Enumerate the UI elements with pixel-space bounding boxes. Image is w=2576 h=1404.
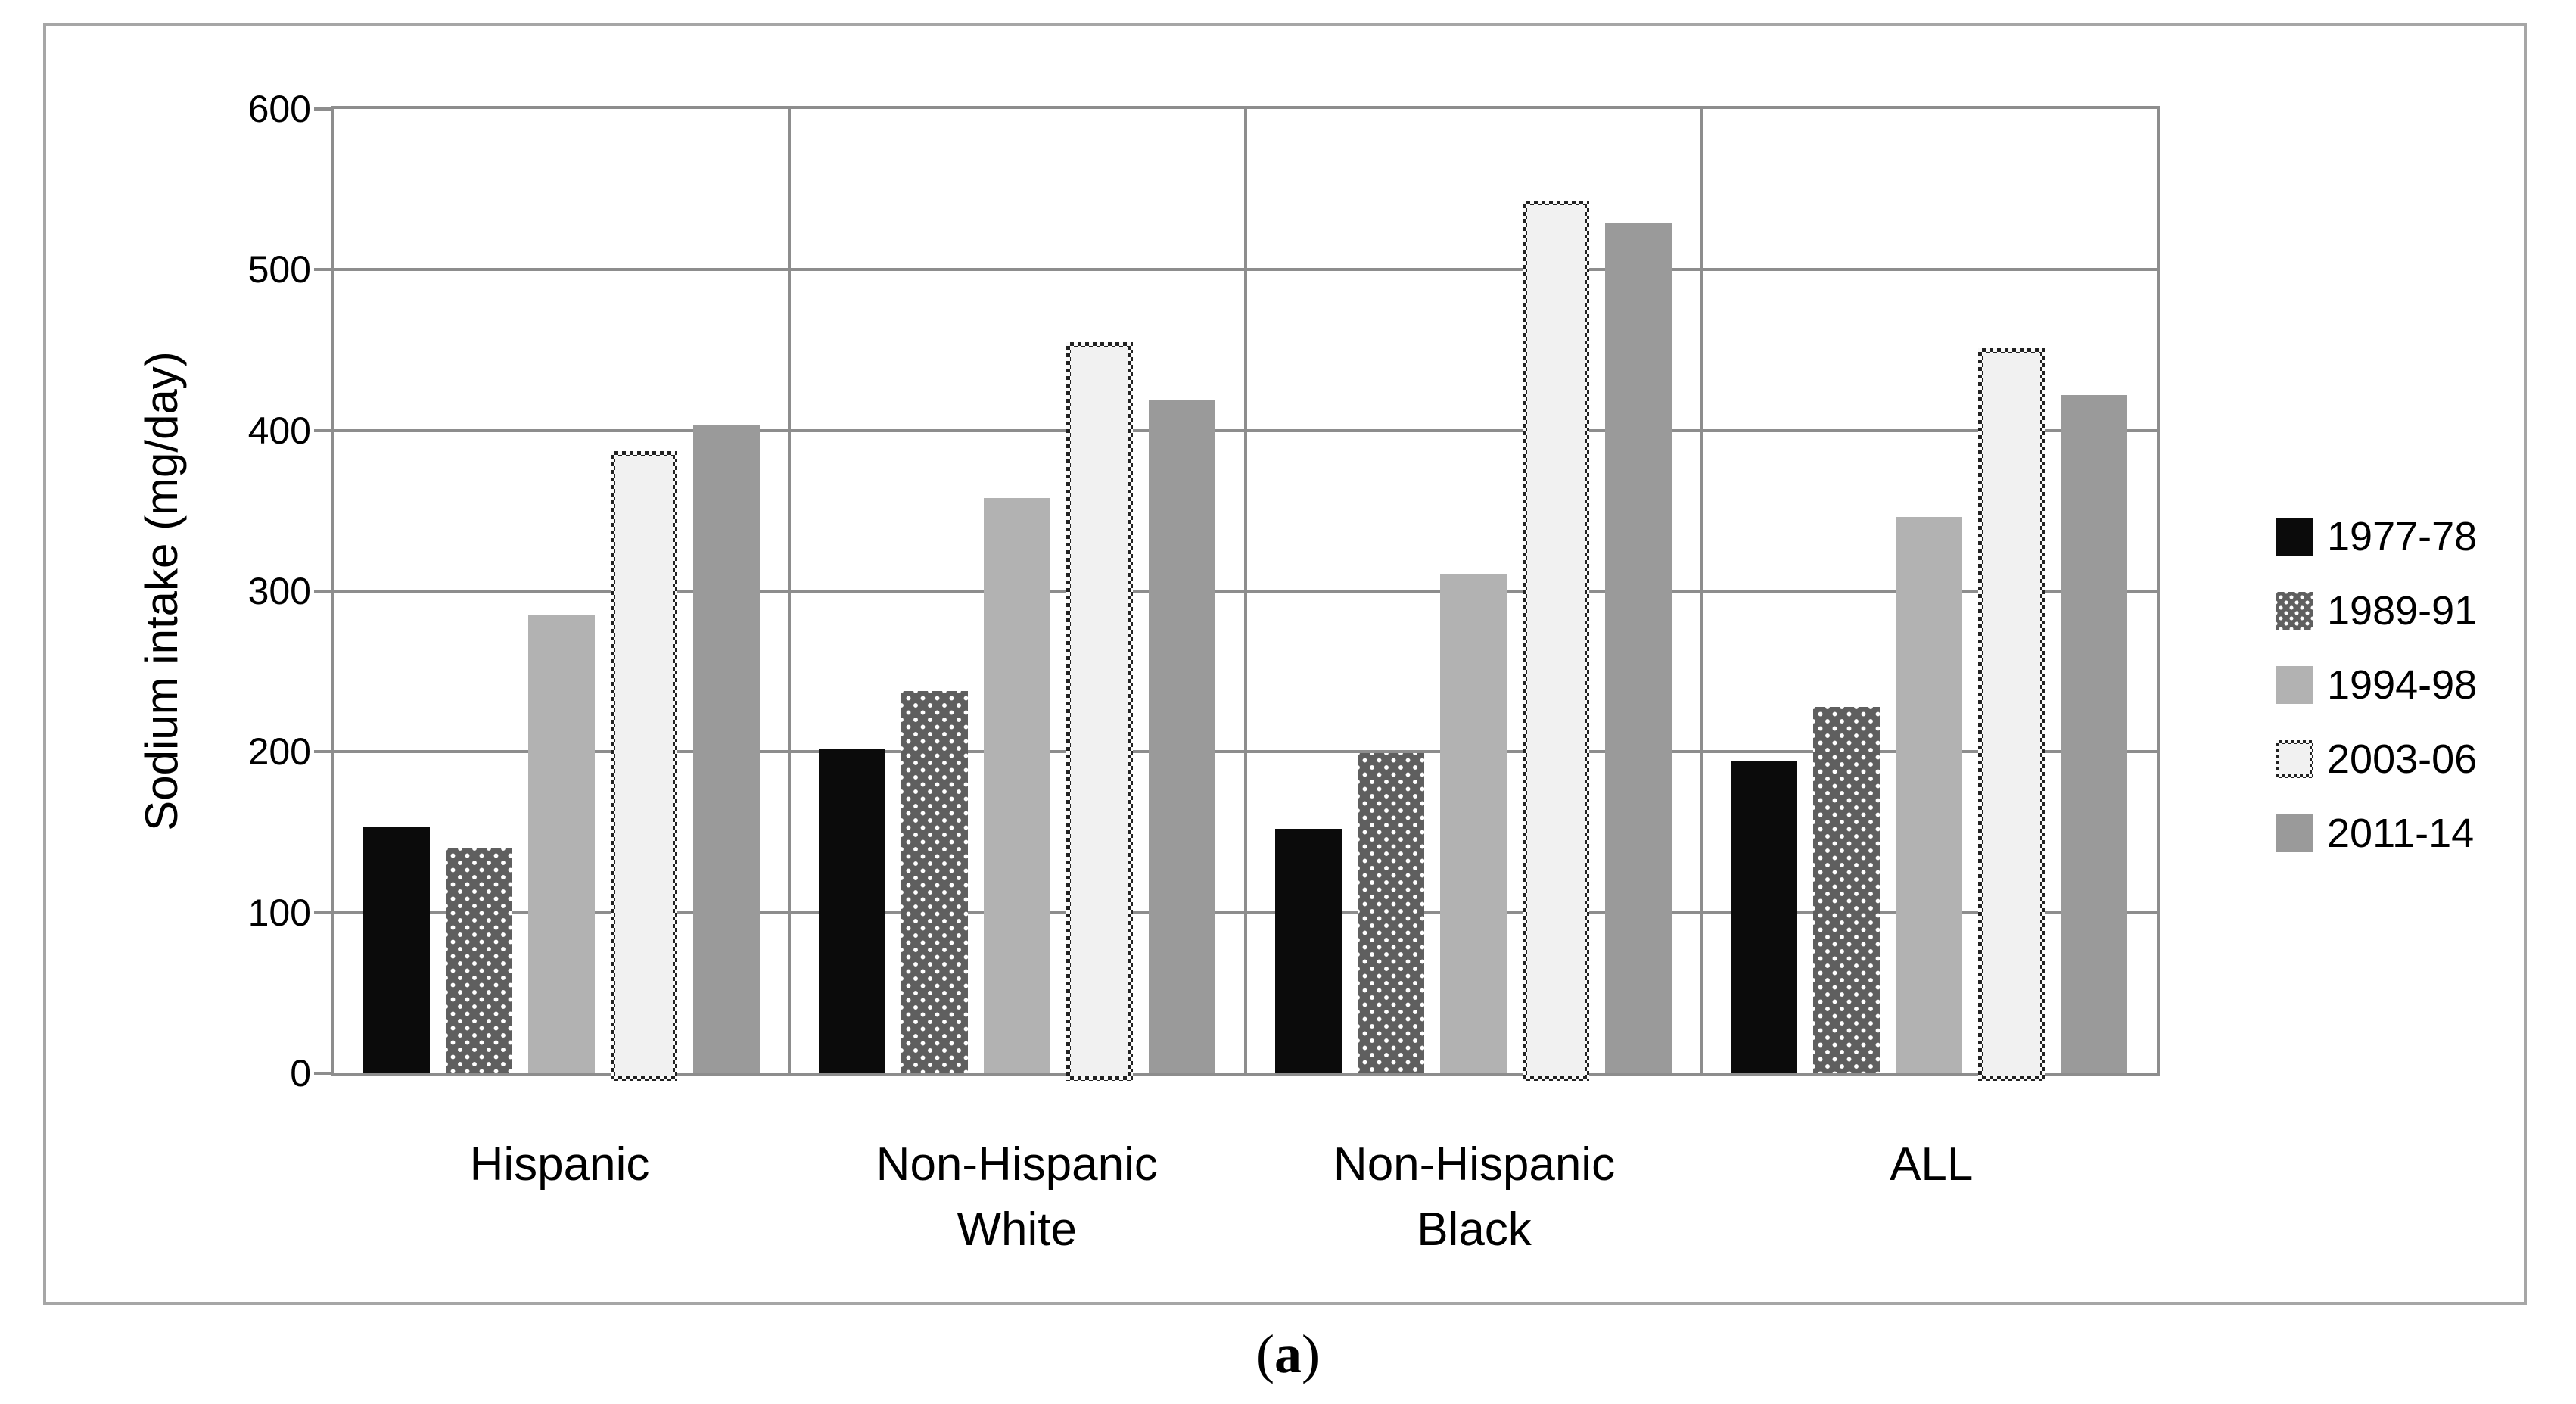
- bar: [693, 425, 761, 1073]
- bar: [446, 848, 513, 1073]
- category-label-line: Hispanic: [469, 1138, 650, 1191]
- y-axis-tick: [314, 428, 331, 432]
- caption-open-paren: (: [1256, 1324, 1274, 1384]
- category-label: Non-Hispanic Black: [1246, 1132, 1703, 1262]
- y-tick-label: 200: [247, 730, 311, 774]
- legend-row: 2011-14: [2276, 811, 2477, 856]
- bar-group: [1246, 109, 1701, 1081]
- group-divider: [1699, 109, 1703, 1073]
- bar: [901, 691, 969, 1073]
- bar: [984, 498, 1051, 1073]
- bar-group: [334, 109, 789, 1081]
- bar-fill: [1071, 347, 1129, 1076]
- group-divider: [1243, 109, 1247, 1073]
- bar: [1066, 342, 1134, 1081]
- legend-swatch: [2276, 518, 2313, 556]
- category-label-line: Non-Hispanic: [876, 1138, 1158, 1191]
- bar: [2060, 395, 2127, 1073]
- caption-close-paren: ): [1302, 1324, 1320, 1384]
- bar-group: [789, 109, 1245, 1081]
- plot-area: [331, 106, 2160, 1081]
- category-label: ALL: [1703, 1132, 2161, 1197]
- y-axis-tick: [314, 750, 331, 754]
- bar: [1977, 348, 2045, 1081]
- legend-swatch: [2276, 814, 2313, 852]
- y-axis-tick: [314, 268, 331, 272]
- legend-label: 1989-91: [2327, 588, 2478, 634]
- bar-fill: [1526, 205, 1585, 1076]
- y-tick-label: 300: [247, 570, 311, 612]
- bar: [363, 827, 431, 1073]
- bar: [1730, 761, 1797, 1073]
- legend-row: 1977-78: [2276, 514, 2478, 559]
- bar: [1439, 574, 1507, 1073]
- bar-fill: [1982, 353, 2040, 1076]
- bar: [611, 451, 678, 1081]
- bar: [1357, 753, 1424, 1073]
- figure-caption: (a): [0, 1323, 2576, 1386]
- legend-label: 1977-78: [2327, 514, 2478, 559]
- bar: [1895, 517, 1962, 1073]
- legend-label: 2011-14: [2327, 811, 2475, 856]
- legend-row: 1989-91: [2276, 588, 2478, 634]
- bar: [528, 615, 596, 1073]
- legend-row: 2003-06: [2276, 736, 2478, 782]
- category-label: Non-Hispanic White: [788, 1132, 1246, 1262]
- y-axis-tick: [314, 1072, 331, 1075]
- legend-label: 2003-06: [2327, 736, 2478, 782]
- bar-fill: [615, 456, 674, 1076]
- y-tick-label: 600: [247, 88, 311, 130]
- bar: [819, 749, 886, 1073]
- bar: [1604, 223, 1672, 1073]
- bar: [1274, 829, 1342, 1073]
- figure-frame: Sodium intake (mg/day) 0 100 200 300 400 500 6…: [43, 23, 2527, 1305]
- bar: [1522, 201, 1589, 1081]
- legend-swatch-fill: [2279, 744, 2310, 774]
- y-tick-label: 0: [290, 1052, 311, 1094]
- y-tick-label: 500: [247, 248, 311, 291]
- bar: [1812, 707, 1880, 1073]
- y-axis-tick: [314, 911, 331, 914]
- category-label-line: ALL: [1890, 1138, 1974, 1191]
- caption-letter: a: [1274, 1324, 1302, 1384]
- legend-row: 1994-98: [2276, 662, 2478, 708]
- y-axis-title: Sodium intake (mg/day): [136, 351, 187, 831]
- category-label: Hispanic: [331, 1132, 789, 1197]
- category-label-line: Black: [1417, 1203, 1532, 1256]
- bar: [1149, 400, 1216, 1073]
- category-label-line: White: [957, 1203, 1077, 1256]
- group-divider: [788, 109, 792, 1073]
- y-tick-label: 100: [247, 891, 311, 934]
- legend-swatch: [2276, 666, 2313, 704]
- legend-swatch: [2276, 740, 2313, 778]
- bar-group: [1701, 109, 2157, 1081]
- legend-label: 1994-98: [2327, 662, 2478, 708]
- y-tick-label: 400: [247, 409, 311, 452]
- legend: 1977-78 1989-91 1994-98 2003-06 2011-14: [2276, 514, 2478, 856]
- y-axis-tick: [314, 590, 331, 593]
- category-label-line: Non-Hispanic: [1333, 1138, 1616, 1191]
- legend-swatch: [2276, 592, 2313, 630]
- y-axis-tick: [314, 107, 331, 111]
